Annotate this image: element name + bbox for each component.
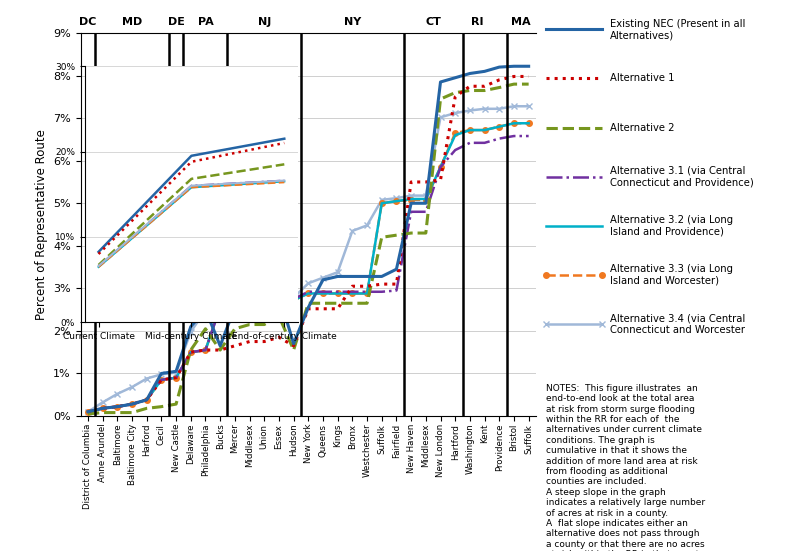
Text: Alternative 3.1 (via Central
Connecticut and Providence): Alternative 3.1 (via Central Connecticut… bbox=[610, 166, 754, 187]
Text: DC: DC bbox=[79, 17, 97, 26]
Text: NOTES:  This figure illustrates  an
end-to-end look at the total area
at risk fr: NOTES: This figure illustrates an end-to… bbox=[546, 384, 707, 551]
Text: MA: MA bbox=[512, 17, 531, 26]
Text: Alternative 3.4 (via Central
Connecticut and Worcester: Alternative 3.4 (via Central Connecticut… bbox=[610, 313, 746, 334]
Text: PA: PA bbox=[197, 17, 214, 26]
Y-axis label: Percent of Representative Route: Percent of Representative Route bbox=[35, 129, 48, 320]
Text: Alternative 3.3 (via Long
Island and Worcester): Alternative 3.3 (via Long Island and Wor… bbox=[610, 264, 733, 285]
Text: MD: MD bbox=[122, 17, 142, 26]
Text: Alternative 2: Alternative 2 bbox=[610, 122, 675, 132]
Text: NY: NY bbox=[343, 17, 361, 26]
Text: NJ: NJ bbox=[258, 17, 271, 26]
Text: Alternative 3.2 (via Long
Island and Providence): Alternative 3.2 (via Long Island and Pro… bbox=[610, 215, 733, 236]
Text: DE: DE bbox=[168, 17, 185, 26]
Text: Alternative 1: Alternative 1 bbox=[610, 73, 675, 83]
Text: RI: RI bbox=[471, 17, 484, 26]
Text: CT: CT bbox=[426, 17, 441, 26]
Text: Existing NEC (Present in all
Alternatives): Existing NEC (Present in all Alternative… bbox=[610, 19, 746, 40]
